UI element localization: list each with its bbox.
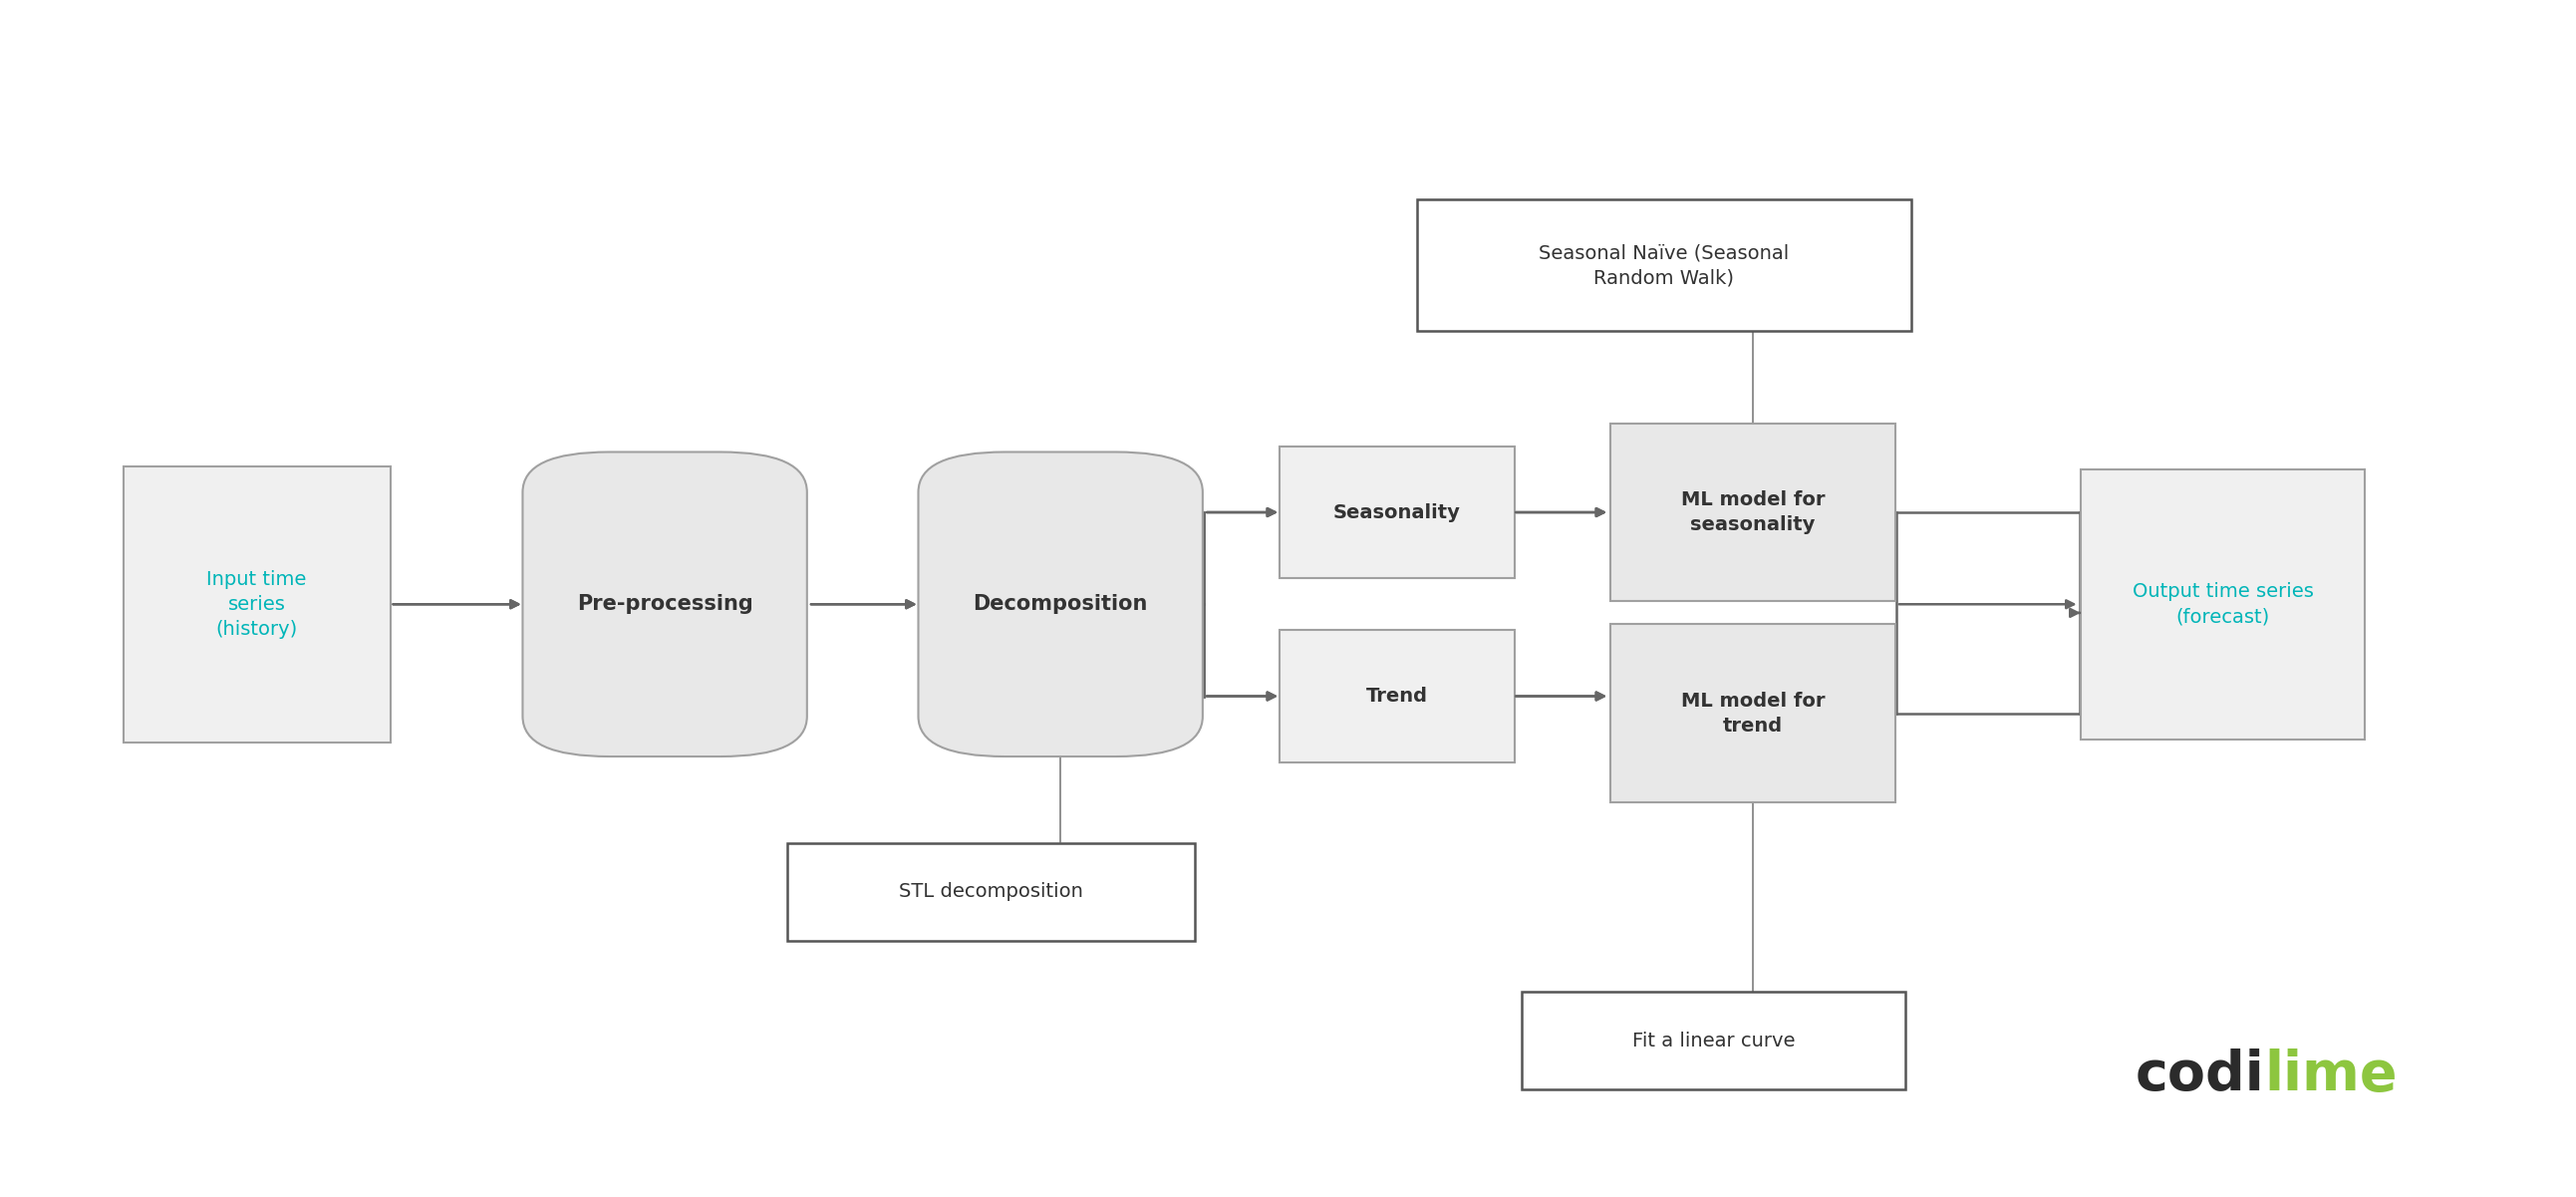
FancyBboxPatch shape [917,452,1203,757]
FancyBboxPatch shape [1610,424,1896,601]
FancyBboxPatch shape [1610,625,1896,802]
FancyBboxPatch shape [1417,199,1911,332]
Text: lime: lime [2264,1049,2398,1102]
Text: Seasonality: Seasonality [1334,503,1461,522]
Text: Pre-processing: Pre-processing [577,594,752,614]
Text: ML model for
trend: ML model for trend [1682,692,1824,735]
FancyBboxPatch shape [523,452,806,757]
FancyBboxPatch shape [2081,469,2365,740]
Text: Seasonal Naïve (Seasonal
Random Walk): Seasonal Naïve (Seasonal Random Walk) [1538,243,1790,287]
Text: ML model for
seasonality: ML model for seasonality [1682,491,1824,534]
Text: Decomposition: Decomposition [974,594,1149,614]
FancyBboxPatch shape [788,843,1195,941]
FancyBboxPatch shape [1522,992,1906,1089]
FancyBboxPatch shape [1280,446,1515,578]
Text: STL decomposition: STL decomposition [899,882,1084,901]
Text: Fit a linear curve: Fit a linear curve [1631,1032,1795,1051]
Text: codi: codi [2136,1049,2264,1102]
Text: Output time series
(forecast): Output time series (forecast) [2133,582,2313,626]
FancyBboxPatch shape [124,467,392,742]
FancyBboxPatch shape [1280,630,1515,762]
Text: Input time
series
(history): Input time series (history) [206,570,307,639]
Text: Trend: Trend [1365,687,1427,706]
